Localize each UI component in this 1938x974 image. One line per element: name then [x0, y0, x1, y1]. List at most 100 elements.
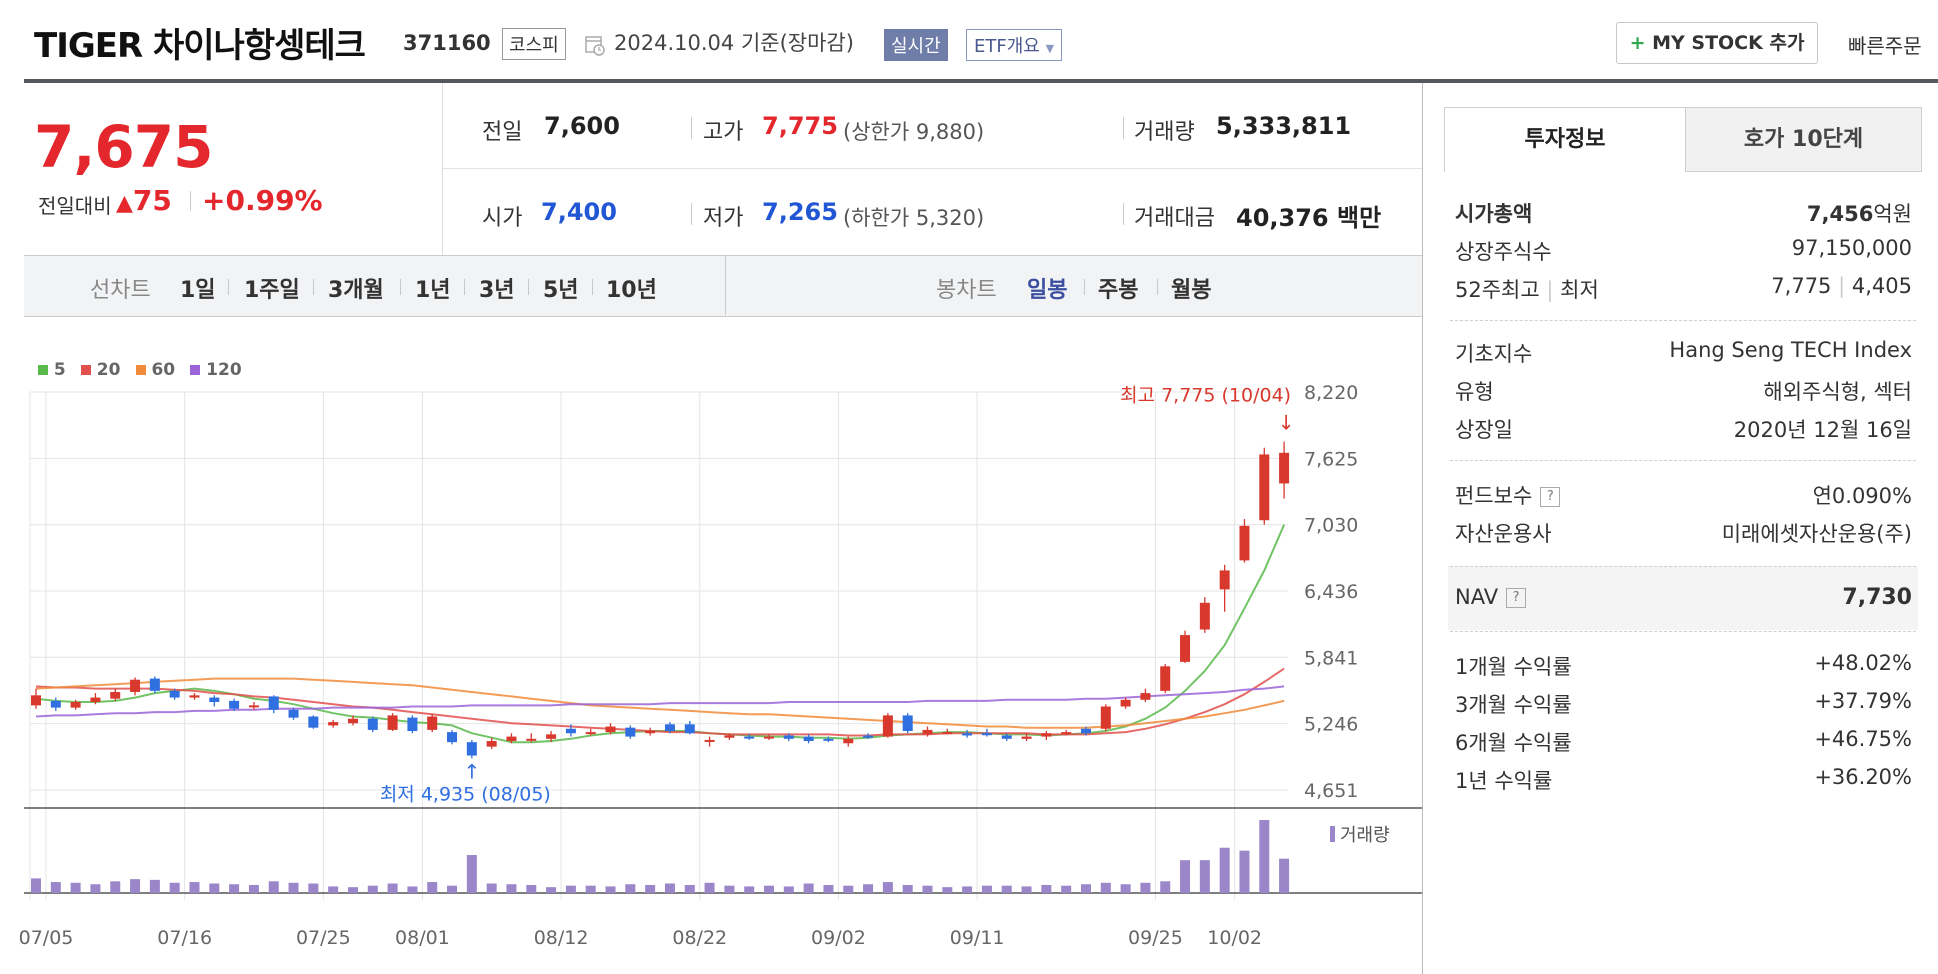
period-3y[interactable]: 3년: [479, 278, 515, 303]
candle-body: [387, 715, 398, 730]
amount-number: 40,376: [1236, 204, 1329, 232]
candle-weekly[interactable]: 주봉: [1098, 278, 1139, 303]
divider: [190, 191, 191, 211]
volume-bar: [466, 855, 477, 893]
market-cap-unit: 억원: [1873, 202, 1912, 226]
volume-bar: [645, 884, 656, 893]
chart-legend: 5 20 60 120: [38, 360, 242, 380]
x-tick-label: 09/02: [811, 927, 866, 949]
moving-average-ma20: [35, 667, 1285, 737]
volume-bar: [922, 885, 933, 893]
divider: [442, 83, 443, 255]
return-1y-label: 1년 수익률: [1455, 769, 1553, 793]
candle-body: [229, 700, 240, 709]
candle-body: [1080, 728, 1091, 734]
manager-value: 미래에셋자산운용(주): [1721, 522, 1912, 546]
candle-body: [110, 691, 121, 699]
add-my-stock-button[interactable]: + MY STOCK 추가: [1616, 22, 1818, 64]
low-label: 저가: [703, 206, 744, 231]
volume-bar: [169, 882, 180, 893]
candle-body: [1259, 454, 1270, 521]
etf-overview-dropdown[interactable]: ETF개요 ▼: [966, 29, 1063, 61]
candle-daily[interactable]: 일봉: [1027, 278, 1068, 303]
volume-bar: [149, 879, 160, 893]
week52-low-label: 최저: [1560, 278, 1599, 302]
change-percent: +0.99%: [202, 184, 323, 217]
quick-order-button[interactable]: 빠른주문: [1848, 30, 1922, 59]
volume-bar: [229, 884, 240, 893]
period-3m[interactable]: 3개월: [328, 278, 384, 303]
candle-body: [1239, 525, 1250, 561]
x-tick-label: 07/25: [296, 927, 351, 949]
candle-body: [546, 734, 557, 739]
line-chart-label: 선차트: [90, 278, 151, 303]
period-1d[interactable]: 1일: [180, 278, 216, 303]
candle-chart-label: 봉차트: [936, 278, 997, 303]
candle-body: [902, 715, 913, 732]
volume-bar: [1080, 884, 1091, 893]
candle-monthly[interactable]: 월봉: [1171, 278, 1212, 303]
volume-bar: [447, 885, 458, 893]
volume-bar: [367, 885, 378, 893]
prev-label: 전일: [482, 120, 523, 145]
divider: [1450, 566, 1916, 567]
y-tick-label: 7,030: [1304, 515, 1358, 537]
volume-bar: [50, 882, 61, 893]
legend-ma120-label: 120: [206, 360, 242, 380]
volume-bar: [942, 887, 953, 893]
x-tick-label: 10/02: [1207, 927, 1262, 949]
volume-bar: [1061, 885, 1072, 893]
candle-body: [1100, 706, 1111, 729]
help-icon[interactable]: ?: [1506, 588, 1527, 608]
moving-average-ma60: [35, 677, 1285, 729]
price-chart[interactable]: 07/05 07/16 07/25 08/01 08/12 08/22 09/02 09/11…: [0, 0, 1424, 974]
divider: [691, 117, 692, 139]
open-value: 7,400: [541, 198, 617, 226]
volume-bar: [605, 886, 616, 893]
volume-bar: [1199, 860, 1210, 893]
y-tick-label: 5,246: [1304, 714, 1358, 736]
period-5y[interactable]: 5년: [543, 278, 579, 303]
candle-body: [50, 700, 61, 708]
volume-bar: [625, 884, 636, 893]
candle-body: [288, 709, 299, 718]
volume-bar: [486, 883, 497, 893]
candle-body: [367, 718, 378, 730]
tab-quote-10-levels[interactable]: 호가 10단계: [1685, 107, 1922, 172]
realtime-button[interactable]: 실시간: [884, 29, 948, 61]
nav-label-text: NAV: [1455, 585, 1499, 609]
moving-average-ma120: [35, 685, 1285, 718]
period-1w[interactable]: 1주일: [244, 278, 300, 303]
tab-investment-info[interactable]: 투자정보: [1444, 107, 1686, 172]
candle-body: [585, 732, 596, 735]
candle-body: [704, 739, 715, 742]
legend-ma5: 5: [38, 360, 66, 380]
market-badge: 코스피: [502, 28, 566, 60]
week52-low: 4,405: [1851, 274, 1912, 298]
candle-body: [328, 722, 339, 726]
volume-bar: [902, 884, 913, 893]
divider: [228, 279, 229, 295]
candle-body: [526, 738, 537, 741]
period-1y[interactable]: 1년: [415, 278, 451, 303]
candle-body: [31, 695, 41, 706]
divider: [313, 279, 314, 295]
legend-ma60-label: 60: [151, 360, 176, 380]
volume-label: 거래량: [1134, 120, 1195, 145]
help-icon[interactable]: ?: [1540, 487, 1561, 507]
volume-bar: [962, 886, 973, 893]
volume-bar: [1140, 882, 1151, 893]
x-tick-label: 08/01: [395, 927, 450, 949]
volume-bar: [724, 885, 735, 893]
x-tick-label: 08/22: [672, 927, 727, 949]
candle-body: [981, 733, 992, 736]
candle-body: [209, 697, 220, 703]
candle-body: [149, 678, 160, 691]
divider: [1123, 203, 1124, 225]
volume-bar: [1021, 886, 1032, 893]
return-1y-value: +36.20%: [1814, 765, 1912, 789]
open-label: 시가: [482, 206, 523, 231]
volume-bar: [328, 886, 339, 893]
amount-label: 거래대금: [1134, 206, 1215, 231]
period-10y[interactable]: 10년: [606, 278, 657, 303]
